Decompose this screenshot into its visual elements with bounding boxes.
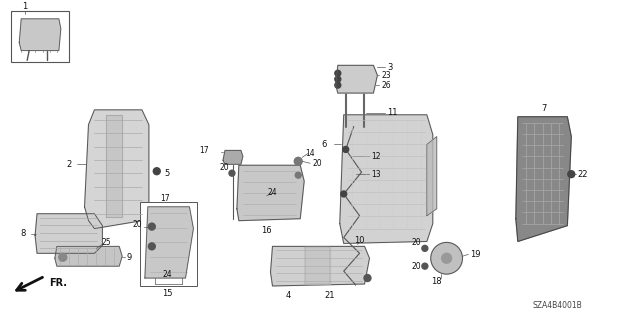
Circle shape <box>148 223 156 230</box>
Polygon shape <box>145 207 193 278</box>
Polygon shape <box>336 65 378 93</box>
Circle shape <box>340 191 347 197</box>
Text: 1: 1 <box>22 3 28 11</box>
Text: 26: 26 <box>381 81 391 90</box>
Text: 24: 24 <box>268 189 277 197</box>
Circle shape <box>335 82 340 88</box>
Text: 18: 18 <box>431 278 442 286</box>
Polygon shape <box>305 247 330 284</box>
Text: 8: 8 <box>20 229 26 238</box>
Text: 17: 17 <box>160 194 170 204</box>
Polygon shape <box>271 246 369 286</box>
Polygon shape <box>237 165 304 221</box>
Polygon shape <box>55 246 122 266</box>
Text: 7: 7 <box>541 104 547 113</box>
Circle shape <box>422 245 428 251</box>
Text: SZA4B4001B: SZA4B4001B <box>532 301 582 310</box>
Circle shape <box>294 157 302 165</box>
Polygon shape <box>35 214 102 253</box>
Polygon shape <box>106 115 122 217</box>
Text: FR.: FR. <box>49 278 67 288</box>
Text: 15: 15 <box>163 289 173 298</box>
Text: 20: 20 <box>412 262 421 271</box>
Polygon shape <box>84 110 149 229</box>
Text: 11: 11 <box>387 108 398 117</box>
Text: 13: 13 <box>371 170 381 179</box>
Text: 19: 19 <box>470 250 481 259</box>
Text: 6: 6 <box>321 140 326 149</box>
Text: 14: 14 <box>305 149 315 158</box>
Text: 3: 3 <box>387 63 393 72</box>
Circle shape <box>154 168 160 175</box>
Circle shape <box>59 253 67 261</box>
Text: 9: 9 <box>126 253 131 262</box>
Circle shape <box>335 76 340 82</box>
Circle shape <box>335 70 340 76</box>
Polygon shape <box>223 151 243 164</box>
Circle shape <box>364 275 371 281</box>
Text: 25: 25 <box>102 238 111 247</box>
Circle shape <box>442 253 452 263</box>
Circle shape <box>229 170 235 176</box>
Text: 22: 22 <box>577 170 588 179</box>
Text: 2: 2 <box>66 160 71 169</box>
Text: 12: 12 <box>371 152 381 161</box>
Text: 24: 24 <box>163 270 172 278</box>
Circle shape <box>148 243 156 250</box>
Polygon shape <box>516 117 572 241</box>
Text: 5: 5 <box>164 169 170 178</box>
Polygon shape <box>19 19 61 50</box>
Text: 17: 17 <box>200 146 209 155</box>
Circle shape <box>422 263 428 269</box>
Text: 4: 4 <box>285 291 291 300</box>
Bar <box>140 202 197 286</box>
Circle shape <box>568 171 575 178</box>
Text: 21: 21 <box>324 291 335 300</box>
Text: 20: 20 <box>412 238 421 247</box>
Polygon shape <box>427 137 436 216</box>
Bar <box>12 11 68 63</box>
Circle shape <box>431 242 463 274</box>
Text: 20: 20 <box>132 220 142 229</box>
Circle shape <box>343 146 349 152</box>
Polygon shape <box>340 115 433 243</box>
Circle shape <box>295 172 301 178</box>
Text: 16: 16 <box>261 226 272 235</box>
Text: 10: 10 <box>355 236 365 245</box>
Text: 23: 23 <box>381 71 391 80</box>
Text: 20: 20 <box>312 159 322 168</box>
Text: 20: 20 <box>220 163 229 172</box>
